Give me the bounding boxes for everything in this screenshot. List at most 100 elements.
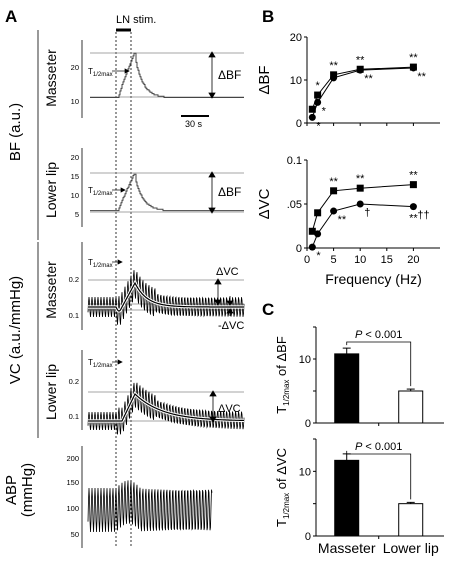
b-top-y-tick-label: 0: [296, 118, 302, 130]
c-bot-bar-masseter: [334, 459, 360, 537]
minus-delta-vc-masseter: -ΔVC: [218, 320, 244, 332]
b-top-significance: *: [315, 80, 320, 92]
b-bot-significance-below: **: [409, 213, 418, 225]
trace-abp: [87, 480, 213, 533]
b-top-series-circle-line: [311, 67, 414, 118]
b-bot-x-tick-label: 0: [304, 254, 310, 266]
row-label-lip-vc: Lower lip: [43, 364, 59, 420]
c-top-y-label: T1/2max of ΔBF: [274, 336, 291, 414]
b-bot-point-square: [330, 187, 338, 195]
b-bot-y-label: ΔVC: [256, 188, 273, 219]
c-top-bar-lower-lip: [398, 390, 424, 424]
b-top-point-square: [314, 91, 322, 99]
t-half-label-vc-lip: T1/2max: [88, 358, 113, 369]
svg-text:100: 100: [66, 504, 79, 513]
b-bot-x-tick-label: 5: [331, 254, 337, 266]
c-top-bar-masseter: [334, 353, 360, 424]
b-top-y-tick-label: 10: [290, 75, 302, 87]
svg-text:200: 200: [66, 454, 79, 463]
delta-bf-masseter: ΔBF: [218, 68, 241, 82]
trace-tick-labels: 20 10 20 15 10 5 0.2 0.1 0.2 0.1 200 150…: [66, 63, 79, 539]
c-bot-category-label: Lower lip: [383, 540, 439, 556]
b-bot-y-tick-label: .05: [287, 199, 302, 211]
b-bot-point-circle: [330, 207, 338, 215]
b-bot-significance: †: [364, 207, 370, 219]
b-bot-y-tick-label: 0.1: [287, 155, 302, 167]
b-bot-y-tick-label: 0: [296, 243, 302, 255]
c-bot-significance-bracket: [346, 450, 412, 500]
svg-text:20: 20: [71, 153, 79, 162]
svg-text:10: 10: [71, 97, 79, 106]
b-top-significance: **: [329, 60, 338, 72]
b-bot-point-circle: [356, 200, 364, 208]
t-half-labels: T1/2max T1/2max T1/2max T1/2max: [88, 67, 113, 369]
delta-vc-lip: ΔVC: [218, 403, 241, 415]
t-half-label-vc-mass: T1/2max: [88, 258, 113, 269]
c-top-p-value: P < 0.001: [355, 329, 402, 341]
c-bot-category-label: Masseter: [318, 540, 376, 556]
stimulus-label: LN stim.: [116, 14, 156, 26]
b-bot-significance: **: [356, 173, 365, 185]
b-top-point-circle: [308, 113, 316, 121]
b-bot-point-circle: [409, 203, 417, 211]
vc-group-label: VC (a.u./mmHg): [7, 276, 24, 384]
delta-labels: ΔBF ΔBF ΔVC -ΔVC ΔVC: [216, 68, 244, 415]
b-bot-point-circle: [314, 230, 322, 238]
t-half-label-bf-lip: T1/2max: [88, 186, 113, 197]
svg-text:150: 150: [66, 478, 79, 487]
b-top-point-square: [308, 105, 316, 113]
svg-text:0.2: 0.2: [69, 275, 79, 284]
row-label-lip-bf: Lower lip: [43, 162, 59, 218]
svg-text:20: 20: [71, 63, 79, 72]
svg-text:50: 50: [71, 530, 79, 539]
scale-bar-label: 30 s: [185, 119, 203, 129]
svg-text:0.1: 0.1: [69, 412, 79, 421]
b-top-significance: **: [364, 73, 373, 85]
svg-text:15: 15: [71, 172, 79, 181]
b-bot-series-circle-line: [311, 203, 414, 248]
b-top-significance: **: [409, 52, 418, 64]
abp-group-label: ABP: [3, 475, 20, 505]
b-top-significance: **: [356, 54, 365, 66]
t-half-label-bf-mass: T1/2max: [88, 67, 113, 78]
b-top-point-circle: [330, 74, 338, 82]
b-bot-point-circle: [308, 243, 316, 251]
b-bot-point-square: [356, 184, 364, 192]
c-bot-y-label: T1/2max of ΔVC: [274, 448, 291, 527]
chart-c-t-half-vc: 0 10 T1/2max of ΔVC Masseter Lower lip P < 0.…: [274, 438, 444, 556]
panel-a-label: A: [5, 7, 17, 26]
trace-vc-masseter-raw: [87, 270, 245, 325]
b-top-point-circle: [409, 64, 417, 72]
delta-vc-masseter: ΔVC: [216, 266, 239, 278]
b-bot-significance: *: [316, 250, 321, 262]
b-bot-x-tick-label: 20: [407, 254, 419, 266]
svg-text:5: 5: [75, 210, 79, 219]
b-top-y-label: ΔBF: [256, 65, 273, 94]
t-half-arrows: [112, 68, 130, 365]
b-bot-point-square: [409, 181, 417, 189]
b-bot-x-tick-label: 10: [354, 254, 366, 266]
c-bot-bar-lower-lip: [398, 503, 424, 537]
b-bot-significance: **: [409, 170, 418, 182]
b-bot-point-square: [314, 209, 322, 217]
trace-vc-lower-lip-mean: [88, 392, 244, 422]
c-bot-y-tick-label: 0: [305, 531, 311, 543]
b-top-series-square-line: [311, 66, 414, 110]
c-top-significance-bracket: [346, 341, 412, 387]
row-label-masseter-vc: Masseter: [43, 261, 59, 319]
b-top-point-circle: [356, 66, 364, 74]
abp-group-unit: (mmHg): [19, 463, 36, 517]
bf-group-label: BF (a.u.): [7, 103, 24, 161]
chart-c-t-half-bf: 0 10 T1/2max of ΔBF P < 0.001: [274, 326, 444, 430]
b-top-significance: **: [417, 71, 426, 83]
b-bot-x-tick-label: 15: [381, 254, 393, 266]
c-bot-p-value: P < 0.001: [355, 441, 402, 453]
b-top-y-tick-label: 20: [290, 32, 302, 44]
svg-text:10: 10: [71, 191, 79, 200]
c-top-y-tick-label: 10: [299, 354, 311, 366]
b-top-point-circle: [314, 98, 322, 106]
b-bot-significance: **: [329, 176, 338, 188]
